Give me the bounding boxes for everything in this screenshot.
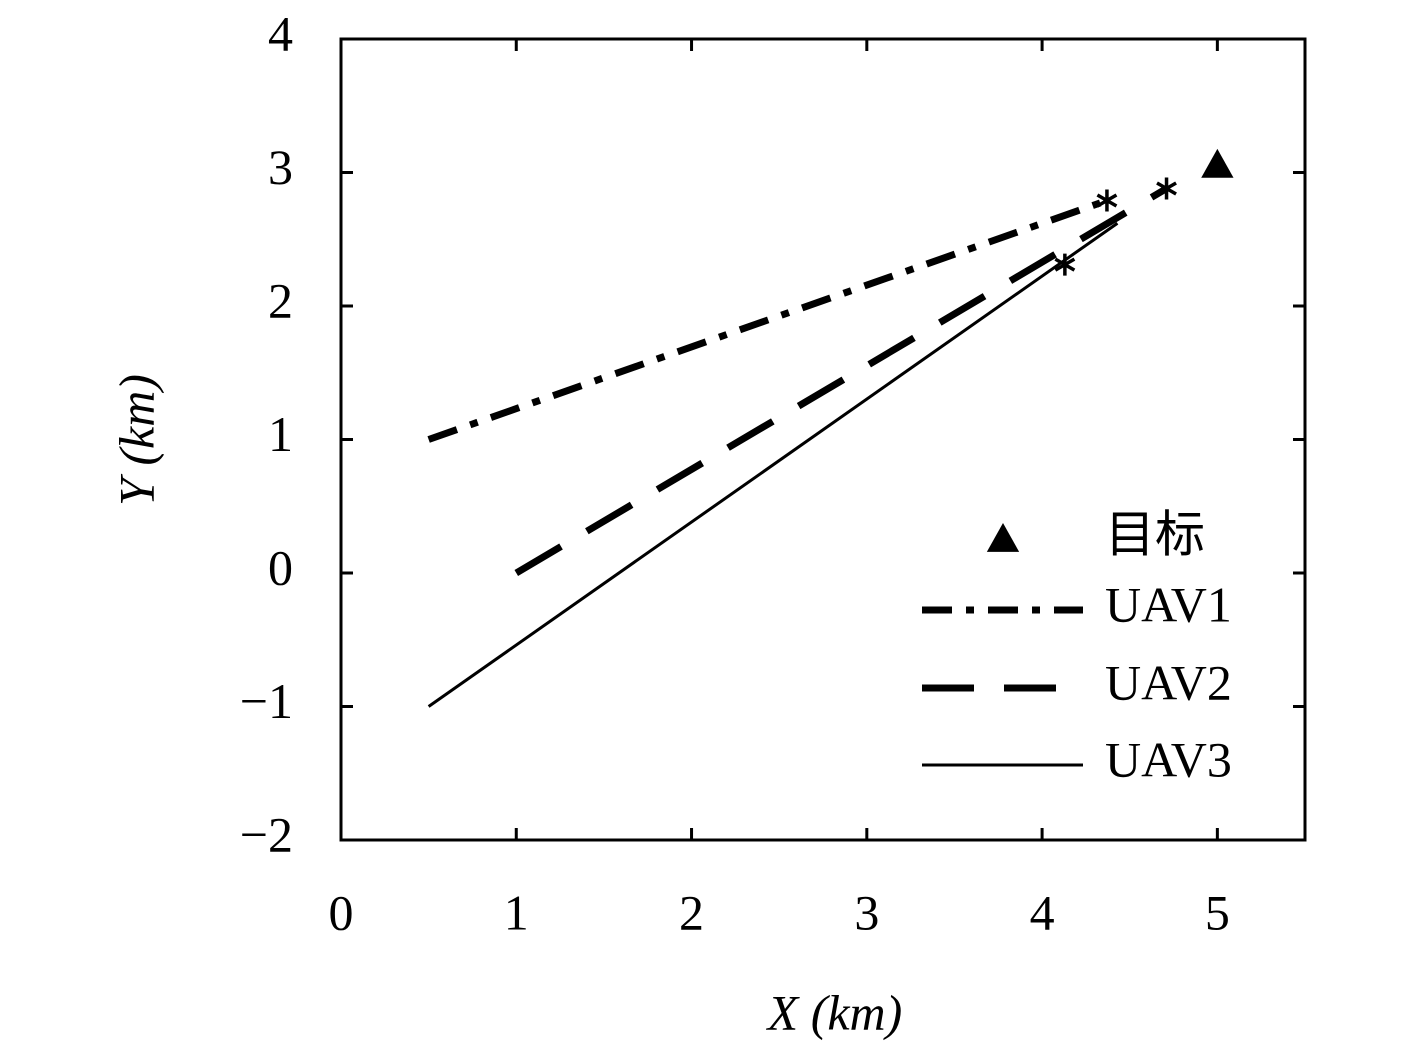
legend-label: 目标	[1105, 506, 1205, 562]
x-tick-label: 2	[679, 884, 704, 940]
series-line	[514, 185, 1169, 577]
legend-label: UAV3	[1105, 731, 1232, 787]
x-tick-label: 1	[504, 884, 529, 940]
end-marker	[1054, 253, 1076, 276]
x-tick-label: 5	[1205, 884, 1230, 940]
y-tick-label: −2	[240, 806, 293, 862]
y-tick-label: 2	[268, 272, 293, 328]
y-tick-label: −1	[240, 673, 293, 729]
target-marker	[1201, 148, 1234, 178]
legend-label: UAV2	[1105, 654, 1232, 710]
x-tick-label: 4	[1030, 884, 1055, 940]
y-tick-label: 4	[268, 5, 293, 61]
legend-label: UAV1	[1105, 576, 1232, 632]
legend-marker	[986, 523, 1020, 552]
end-marker	[1096, 189, 1118, 212]
y-tick-label: 1	[268, 406, 293, 462]
y-tick-label: 0	[268, 539, 293, 595]
series-line	[427, 222, 1119, 708]
x-tick-label: 0	[329, 884, 354, 940]
series-line	[427, 197, 1109, 443]
plot-frame	[339, 37, 1307, 842]
x-tick-label: 3	[854, 884, 879, 940]
y-tick-label: 3	[268, 139, 293, 195]
end-marker	[1156, 177, 1177, 200]
y-axis-label: Y (km)	[108, 374, 164, 506]
x-axis-label: X (km)	[766, 984, 903, 1040]
